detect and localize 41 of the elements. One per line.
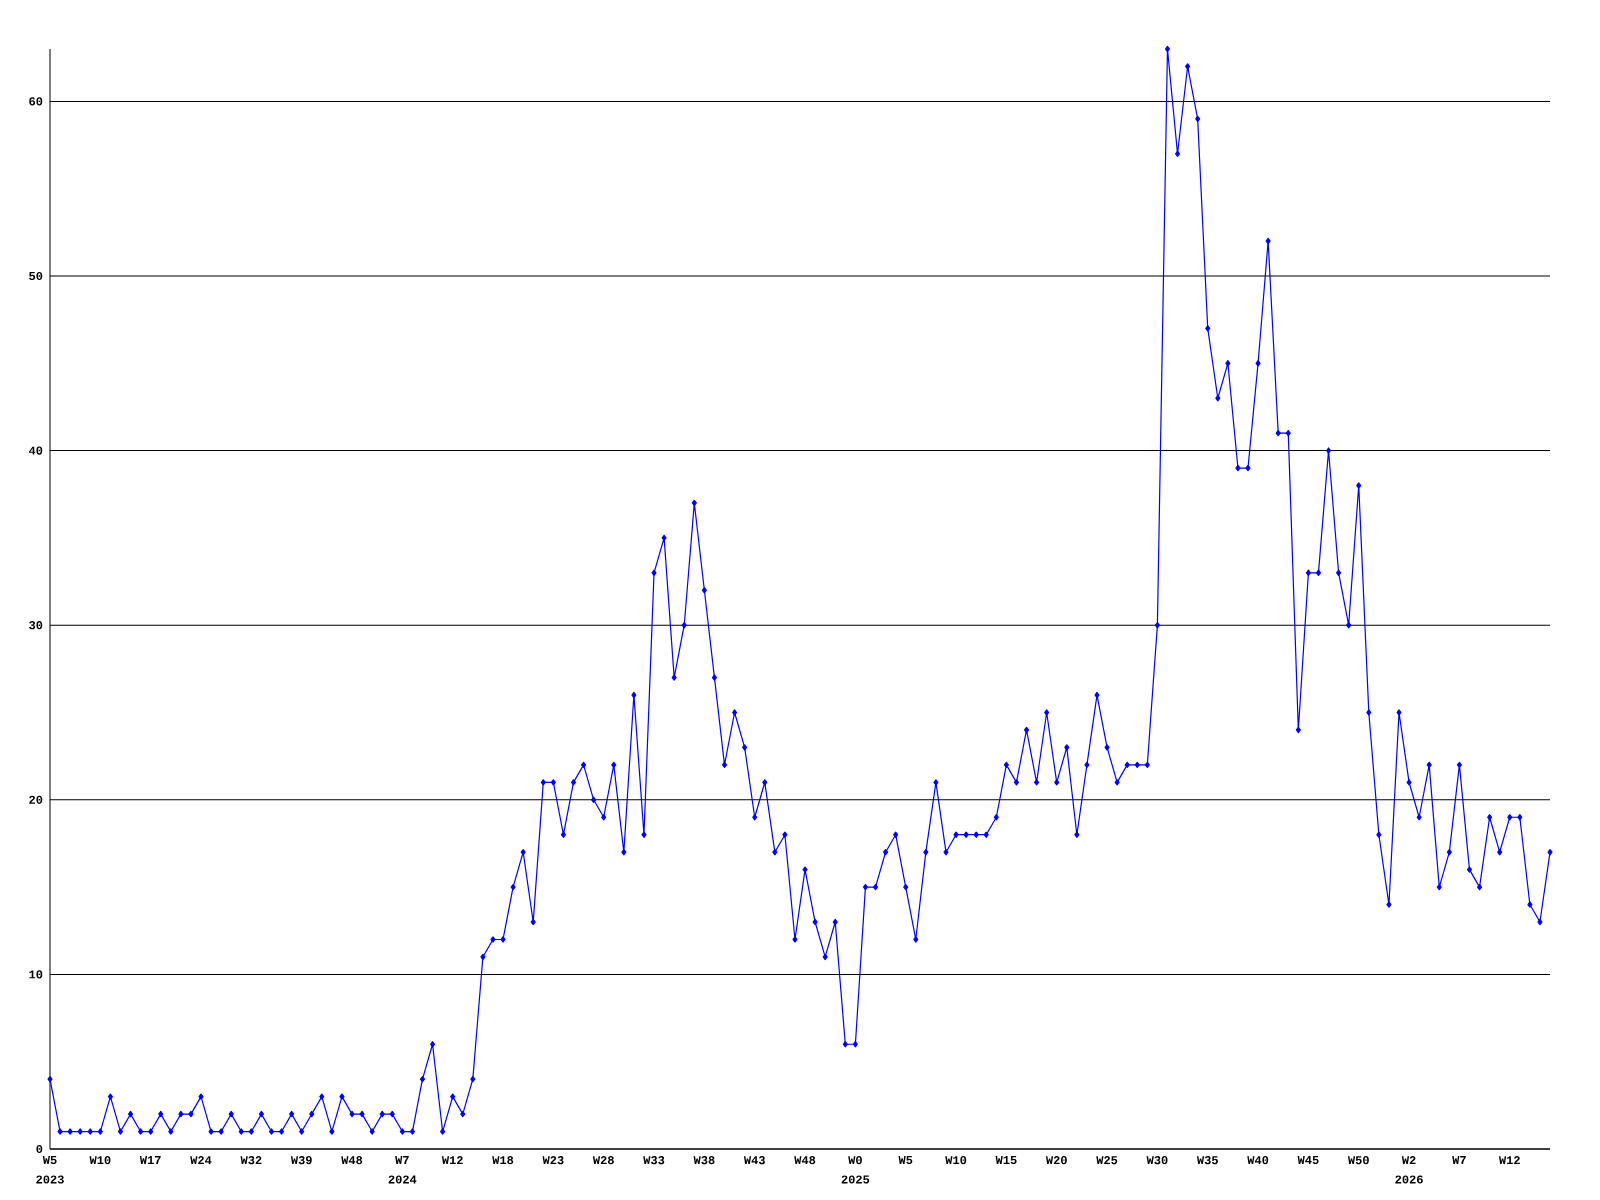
y-tick-label: 20 [29, 795, 43, 804]
x-tick-label: W5 [42, 1156, 57, 1165]
x-tick-label: W30 [1146, 1156, 1168, 1165]
x-tick-label: W0 [848, 1156, 862, 1165]
y-tick-label: 0 [36, 1144, 43, 1154]
x-tick-label: W48 [794, 1156, 816, 1165]
x-tick-label: W23 [542, 1156, 564, 1165]
x-tick-label: W5 [898, 1156, 913, 1165]
x-tick-label: W39 [290, 1156, 312, 1165]
text: 2024 [388, 1175, 417, 1184]
x-tick-label: W2 [1401, 1156, 1416, 1165]
x-tick-label: W35 [1196, 1156, 1218, 1165]
x-tick-label: W17 [139, 1156, 161, 1164]
y-tick-label: 60 [29, 97, 43, 106]
x-tick-label: W43 [743, 1156, 765, 1165]
x-tick-label: W40 [1247, 1156, 1269, 1165]
y-tick-label: 30 [29, 621, 43, 630]
text: 2026 [1395, 1175, 1423, 1184]
x-tick-label: W24 [190, 1156, 212, 1165]
text: 2023 [36, 1175, 64, 1184]
x-tick-label: W33 [643, 1156, 665, 1165]
text: 2025 [841, 1175, 870, 1184]
x-tick-label: W18 [492, 1156, 514, 1165]
x-tick-label: W48 [341, 1156, 363, 1165]
x-tick-label: W15 [995, 1156, 1017, 1165]
x-tick-label: W25 [1096, 1156, 1118, 1165]
x-tick-label: W38 [693, 1156, 715, 1165]
x-tick-label: W28 [592, 1156, 614, 1165]
y-tick-label: 40 [28, 446, 43, 455]
x-tick-label: W32 [240, 1156, 262, 1165]
x-tick-label: W12 [1498, 1156, 1520, 1165]
x-tick-label: W20 [1045, 1156, 1067, 1165]
x-tick-label: W12 [441, 1156, 463, 1165]
x-tick-label: W50 [1347, 1156, 1369, 1165]
x-tick-label: W10 [89, 1156, 111, 1165]
x-tick-label: W45 [1297, 1156, 1319, 1165]
y-tick-label: 50 [29, 271, 43, 281]
x-tick-label: W7 [395, 1156, 409, 1164]
x-tick-label: W10 [945, 1156, 967, 1165]
x-tick-label: W7 [1452, 1156, 1466, 1164]
y-tick-label: 10 [29, 970, 43, 979]
